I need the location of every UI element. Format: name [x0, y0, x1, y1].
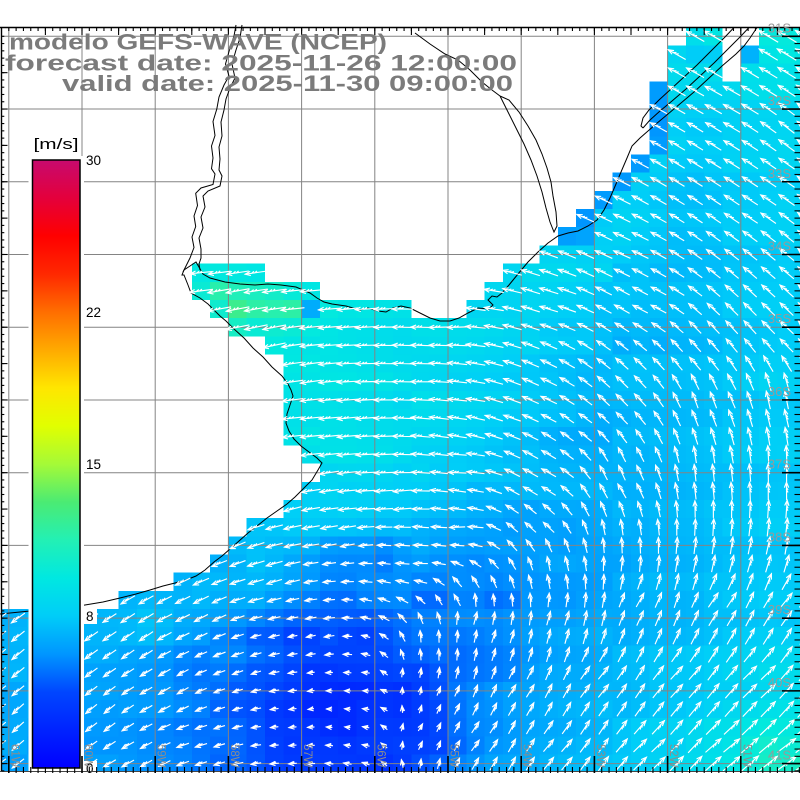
svg-text:30: 30 — [86, 153, 101, 168]
svg-text:59W: 59W — [155, 744, 167, 768]
svg-text:35S: 35S — [768, 311, 791, 326]
svg-text:37S: 37S — [768, 457, 791, 472]
svg-text:[m/s]: [m/s] — [34, 136, 79, 153]
svg-text:61W: 61W — [8, 744, 20, 768]
svg-text:modelo GEFS-WAVE (NCEP): modelo GEFS-WAVE (NCEP) — [9, 30, 387, 55]
svg-text:38S: 38S — [768, 529, 791, 544]
svg-text:33S: 33S — [768, 166, 791, 181]
svg-text:34S: 34S — [768, 239, 791, 254]
svg-text:41S: 41S — [768, 748, 791, 763]
svg-text:60W: 60W — [82, 744, 94, 768]
svg-text:53W: 53W — [594, 744, 606, 768]
svg-text:32S: 32S — [768, 93, 791, 108]
svg-text:56W: 56W — [374, 744, 386, 768]
svg-text:54W: 54W — [521, 744, 533, 768]
svg-text:40S: 40S — [768, 675, 791, 690]
svg-text:valid date: 2025-11-30 09:00:0: valid date: 2025-11-30 09:00:00 — [62, 71, 513, 96]
svg-text:22: 22 — [86, 305, 101, 320]
svg-text:57W: 57W — [301, 744, 313, 768]
svg-text:36S: 36S — [768, 384, 791, 399]
svg-text:8: 8 — [86, 609, 94, 624]
svg-text:51W: 51W — [740, 744, 752, 768]
svg-text:31S: 31S — [768, 20, 791, 35]
svg-text:58W: 58W — [228, 744, 240, 768]
svg-text:55W: 55W — [448, 744, 460, 768]
svg-text:39S: 39S — [768, 602, 791, 617]
svg-text:15: 15 — [86, 457, 101, 472]
svg-text:forecast date: 2025-11-26 12:0: forecast date: 2025-11-26 12:00:00 — [5, 51, 517, 76]
svg-text:52W: 52W — [667, 744, 679, 768]
